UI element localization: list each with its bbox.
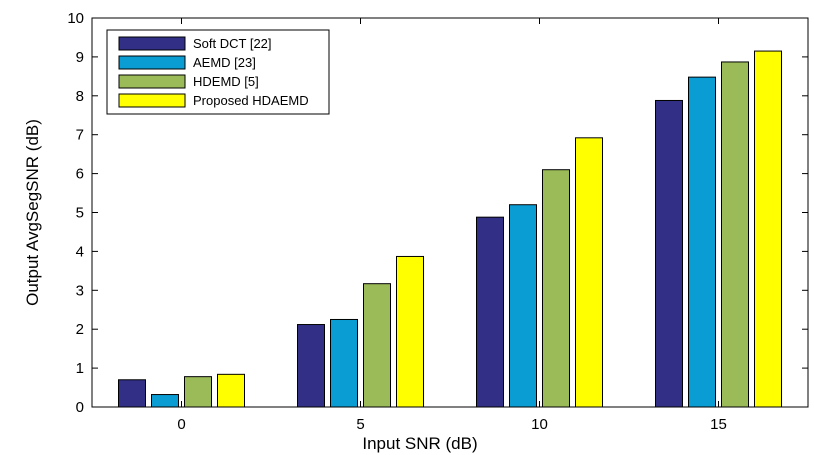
y-tick-label: 2: [76, 321, 84, 338]
bar-2-0: [476, 216, 504, 408]
x-tick-label: 5: [356, 416, 364, 433]
bars-layer: [118, 50, 782, 408]
x-tick-label: 15: [710, 416, 727, 433]
y-tick-label: 5: [76, 205, 84, 222]
bar-3-1: [688, 76, 716, 408]
bar-1-0: [297, 324, 325, 408]
x-tick-label: 0: [177, 416, 185, 433]
bar-3-0: [655, 99, 683, 408]
legend-label: AEMD [23]: [193, 55, 256, 70]
bar-2-1: [509, 204, 537, 408]
legend-label: HDEMD [5]: [193, 74, 259, 89]
bar-2-3: [575, 137, 603, 408]
legend-swatch: [118, 93, 186, 108]
y-axis-label: Output AvgSegSNR (dB): [23, 119, 42, 306]
bar-0-2: [184, 376, 212, 408]
y-tick-label: 1: [76, 360, 84, 377]
ticks-layer: 0 1 2 3 4 5 6 7 8 9 10 0 5 10 15: [67, 10, 808, 433]
x-tick-label: 10: [531, 416, 548, 433]
y-tick-label: 7: [76, 127, 84, 144]
legend-swatch: [118, 36, 186, 51]
bar-3-3: [754, 50, 782, 408]
legend: Soft DCT [22] AEMD [23] HDEMD [5] Proposed …: [106, 29, 330, 115]
bar-0-3: [217, 373, 245, 408]
x-axis-label: Input SNR (dB): [362, 434, 477, 453]
y-tick-label: 6: [76, 166, 84, 183]
bar-1-3: [396, 255, 424, 408]
y-tick-label: 4: [76, 243, 84, 260]
legend-swatch: [118, 74, 186, 89]
y-tick-label: 8: [76, 88, 84, 105]
bar-0-0: [118, 379, 146, 408]
y-tick-label: 3: [76, 282, 84, 299]
bar-2-2: [542, 169, 570, 408]
bar-0-1: [151, 394, 179, 408]
y-tick-label: 10: [67, 10, 84, 27]
y-tick-label: 0: [76, 399, 84, 416]
y-tick-label: 9: [76, 49, 84, 66]
bar-3-2: [721, 61, 749, 408]
legend-label: Soft DCT [22]: [193, 36, 272, 51]
bar-1-1: [330, 318, 358, 408]
legend-label: Proposed HDAEMD: [193, 93, 309, 108]
bar-1-2: [363, 283, 391, 408]
legend-swatch: [118, 55, 186, 70]
